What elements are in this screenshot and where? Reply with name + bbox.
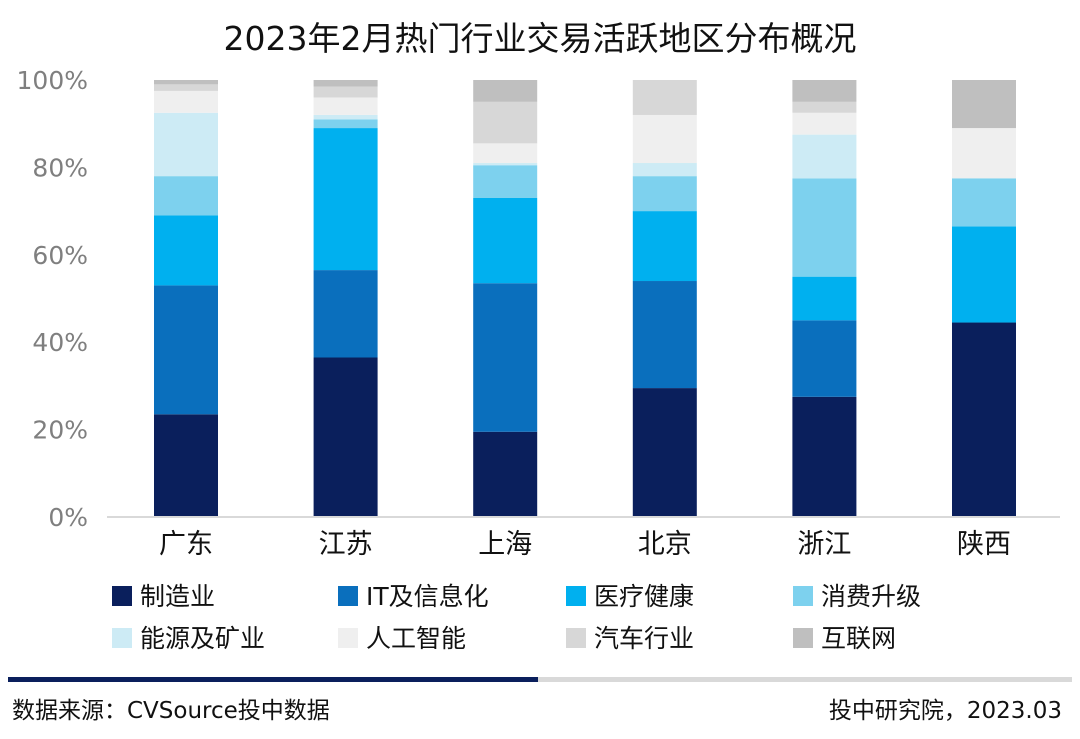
bar-segment bbox=[154, 285, 218, 415]
bar-segment bbox=[473, 197, 538, 284]
x-axis: 广东 江苏 上海 北京 浙江 陕西 bbox=[159, 529, 1011, 560]
legend-item: 互联网 bbox=[793, 624, 896, 653]
legend-item: 人工智能 bbox=[338, 624, 466, 653]
bar-segment bbox=[792, 134, 857, 179]
y-axis: 0% 20% 40% 60% 80% 100% bbox=[17, 66, 88, 532]
footer-divider-light bbox=[538, 677, 1072, 682]
bar-segment bbox=[632, 388, 697, 517]
legend-swatch bbox=[112, 586, 132, 606]
bar-segment bbox=[952, 226, 1016, 323]
bar-segment bbox=[473, 143, 538, 164]
legend-label: 制造业 bbox=[140, 582, 215, 611]
bar-stacks bbox=[154, 80, 1016, 517]
legend-swatch bbox=[793, 628, 813, 648]
bar-segment bbox=[154, 90, 218, 113]
legend-label: 消费升级 bbox=[821, 582, 921, 611]
y-tick-label: 40% bbox=[32, 328, 88, 357]
bar-segment bbox=[632, 176, 697, 212]
bar-segment bbox=[792, 320, 857, 397]
legend-label: 能源及矿业 bbox=[140, 624, 265, 653]
legend-item: 汽车行业 bbox=[566, 624, 694, 653]
legend-swatch bbox=[566, 586, 586, 606]
footer-source: 数据来源：CVSource投中数据 bbox=[12, 698, 330, 724]
legend-swatch bbox=[338, 628, 358, 648]
x-tick-label: 上海 bbox=[478, 529, 532, 560]
legend-label: IT及信息化 bbox=[366, 582, 489, 611]
bar-segment bbox=[792, 276, 857, 321]
legend-label: 医疗健康 bbox=[594, 582, 694, 611]
legend-item: 消费升级 bbox=[793, 582, 921, 611]
bar-segment bbox=[952, 322, 1016, 517]
bar-segment bbox=[154, 414, 218, 517]
y-tick-label: 100% bbox=[17, 66, 88, 95]
legend-swatch bbox=[793, 586, 813, 606]
legend-swatch bbox=[112, 628, 132, 648]
bar-segment bbox=[313, 80, 378, 87]
bar-segment bbox=[313, 357, 378, 517]
legend-item: 医疗健康 bbox=[566, 582, 694, 611]
bar-segment bbox=[473, 283, 538, 432]
bar-segment bbox=[952, 128, 1016, 179]
y-tick-label: 80% bbox=[32, 153, 88, 182]
bar-segment bbox=[154, 112, 218, 177]
footer-credit: 投中研究院，2023.03 bbox=[829, 698, 1062, 724]
bar-segment bbox=[792, 178, 857, 277]
bar-segment bbox=[313, 114, 378, 120]
bar-segment bbox=[313, 270, 378, 358]
bar-segment bbox=[473, 80, 538, 102]
legend-item: 制造业 bbox=[112, 582, 215, 611]
legend-label: 汽车行业 bbox=[594, 624, 694, 653]
bar-segment bbox=[792, 101, 857, 113]
legend-label: 互联网 bbox=[821, 624, 896, 653]
footer-divider-dark bbox=[8, 677, 538, 682]
bar-segment bbox=[792, 396, 857, 517]
legend-label: 人工智能 bbox=[366, 624, 466, 653]
bar-segment bbox=[792, 112, 857, 135]
legend-item: IT及信息化 bbox=[338, 582, 489, 611]
x-tick-label: 广东 bbox=[159, 529, 213, 560]
x-tick-label: 江苏 bbox=[319, 529, 373, 560]
legend-swatch bbox=[338, 586, 358, 606]
y-tick-label: 0% bbox=[48, 503, 88, 532]
bar-segment bbox=[632, 114, 697, 164]
bar-segment bbox=[473, 165, 538, 198]
bar-segment bbox=[313, 128, 378, 271]
bar-segment bbox=[632, 163, 697, 177]
bar-segment bbox=[473, 431, 538, 517]
bar-segment bbox=[473, 101, 538, 144]
bar-segment bbox=[792, 80, 857, 102]
bar-segment bbox=[632, 80, 697, 115]
chart-title: 2023年2月热门行业交易活跃地区分布概况 bbox=[224, 19, 857, 58]
bar-segment bbox=[154, 84, 218, 91]
bar-segment bbox=[473, 163, 538, 166]
y-tick-label: 60% bbox=[32, 241, 88, 270]
bar-segment bbox=[313, 119, 378, 129]
bar-segment bbox=[632, 281, 697, 389]
bar-segment bbox=[952, 178, 1016, 227]
bar-segment bbox=[952, 80, 1016, 129]
y-tick-label: 20% bbox=[32, 416, 88, 445]
bar-segment bbox=[632, 211, 697, 282]
x-tick-label: 北京 bbox=[638, 529, 692, 560]
bar-segment bbox=[313, 97, 378, 115]
bar-segment bbox=[313, 86, 378, 98]
x-tick-label: 浙江 bbox=[797, 529, 851, 560]
bar-segment bbox=[154, 215, 218, 286]
legend-swatch bbox=[566, 628, 586, 648]
bar-segment bbox=[154, 80, 218, 85]
x-tick-label: 陕西 bbox=[957, 529, 1011, 560]
bar-segment bbox=[154, 176, 218, 216]
legend-item: 能源及矿业 bbox=[112, 624, 265, 653]
